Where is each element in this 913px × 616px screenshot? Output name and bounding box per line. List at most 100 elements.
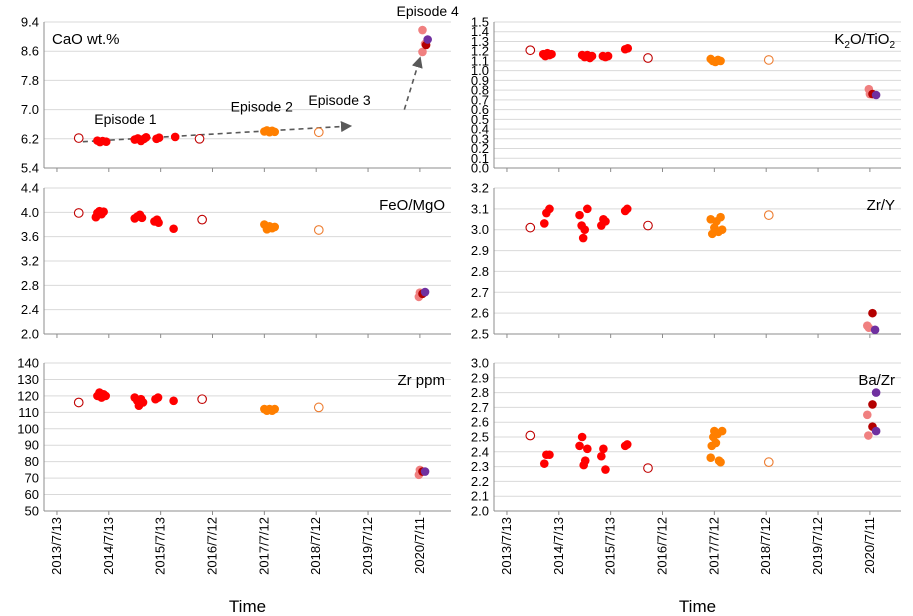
y-tick-label: 2.0: [471, 504, 489, 519]
data-point: [871, 90, 881, 100]
y-tick-label: 9.4: [21, 15, 39, 30]
data-point: [154, 218, 163, 227]
data-point: [169, 224, 178, 234]
y-tick-label: 0.2: [471, 141, 489, 156]
y-tick-label: 0.6: [471, 102, 489, 117]
y-tick-label: 2.4: [471, 444, 489, 459]
data-point: [623, 43, 633, 53]
y-tick-label: 90: [25, 438, 39, 453]
panel-title: CaO wt.%: [52, 31, 120, 48]
data-point: [141, 133, 151, 142]
data-point: [643, 53, 653, 63]
data-point: [597, 451, 606, 461]
data-point: [862, 410, 872, 420]
y-tick-label: 7.0: [21, 102, 39, 117]
x-tick-label: 2018/7/12: [308, 517, 323, 575]
data-point: [169, 396, 178, 406]
panel-6: 2.02.12.22.32.42.52.62.72.82.93.0 2013/7/…: [471, 356, 901, 575]
data-point: [717, 225, 727, 235]
data-point: [601, 217, 610, 226]
data-point: [138, 398, 148, 407]
data-point: [420, 467, 430, 476]
y-tick-label: 0.5: [471, 112, 489, 127]
trend-arrow: [82, 120, 353, 143]
y-tick-label: 8.6: [21, 44, 39, 59]
data-point: [313, 402, 324, 413]
panel-4: 2.5 2.6 2.7 2.8 2.9 3.0 3.1 3.2 Zr/Y: [471, 181, 901, 342]
data-point: [197, 394, 207, 405]
x-tick-label: 2019/7/12: [810, 517, 825, 575]
data-point: [871, 426, 881, 436]
y-tick-label: 2.1: [471, 489, 489, 504]
y-tick-label: 2.6: [471, 306, 489, 321]
data-point: [580, 456, 590, 465]
x-axis-title: Time: [679, 597, 716, 616]
y-tick-label: 70: [25, 471, 39, 486]
data-point: [575, 210, 584, 220]
x-tick-label: 2015/7/13: [153, 517, 168, 575]
y-tick-label: 2.3: [471, 459, 489, 474]
x-tick-label: 2020/7/11: [862, 517, 877, 574]
y-tick-label: 1.2: [471, 44, 489, 59]
y-tick-label: 130: [17, 372, 39, 387]
y-tick-label: 1.0: [471, 63, 489, 78]
data-point: [137, 213, 147, 223]
data-point: [270, 404, 280, 414]
y-tick-label: 3.0: [471, 356, 489, 371]
data-point: [622, 440, 632, 449]
y-tick-label: 2.8: [471, 264, 489, 279]
data-point: [101, 391, 110, 401]
data-point: [313, 225, 324, 235]
data-point: [153, 393, 163, 402]
y-tick-label: 120: [17, 388, 39, 403]
y-tick-label: 5.4: [21, 161, 39, 176]
data-point: [170, 132, 180, 142]
y-tick-label: 2.8: [21, 278, 39, 293]
data-point: [583, 444, 592, 454]
data-point: [575, 441, 584, 451]
x-tick-label: 2016/7/12: [205, 517, 220, 575]
data-point: [711, 438, 721, 448]
panel-title: K2O/TiO2: [834, 31, 895, 51]
data-point: [197, 214, 207, 225]
data-point: [545, 450, 554, 460]
y-tick-label: 1.5: [471, 15, 489, 30]
y-tick-label: 2.2: [471, 474, 489, 489]
x-tick-label: 2014/7/13: [551, 517, 566, 575]
y-tick-label: 3.0: [471, 222, 489, 237]
x-tick-label: 2013/7/13: [499, 517, 514, 575]
data-point: [313, 127, 324, 138]
data-point: [73, 208, 84, 218]
data-point: [763, 55, 774, 65]
annotation-episode-3: Episode 3: [308, 92, 370, 108]
data-point: [706, 453, 716, 463]
data-point: [154, 133, 164, 143]
data-point: [603, 51, 613, 61]
y-tick-label: 2.9: [471, 370, 489, 385]
y-tick-label: 4.0: [21, 205, 39, 220]
panel-3: 2.0 2.4 2.8 3.2 3.6 4.0 4.4 FeO/MgO: [21, 181, 451, 342]
y-tick-label: 0.1: [471, 151, 489, 166]
data-point: [601, 465, 610, 474]
data-point: [717, 426, 727, 436]
annotation-episode-2: Episode 2: [231, 98, 293, 114]
x-tick-label: 2013/7/13: [49, 517, 64, 575]
y-tick-label: 6.2: [21, 131, 39, 146]
y-tick-label: 50: [25, 504, 39, 519]
data-point: [418, 47, 427, 57]
data-point: [716, 457, 725, 467]
y-tick-label: 2.6: [471, 415, 489, 430]
x-tick-label: 2015/7/13: [603, 517, 618, 575]
data-point: [539, 459, 549, 468]
data-point: [99, 207, 108, 217]
x-tick-label: 2019/7/12: [360, 517, 375, 575]
data-point: [525, 222, 536, 233]
y-tick-label: 0.4: [471, 122, 489, 137]
y-tick-label: 80: [25, 454, 39, 469]
y-tick-label: 2.5: [471, 430, 489, 445]
x-tick-label: 2017/7/12: [706, 517, 721, 575]
data-point: [545, 204, 554, 214]
data-point: [716, 212, 725, 222]
y-tick-label: 2.4: [21, 302, 39, 317]
